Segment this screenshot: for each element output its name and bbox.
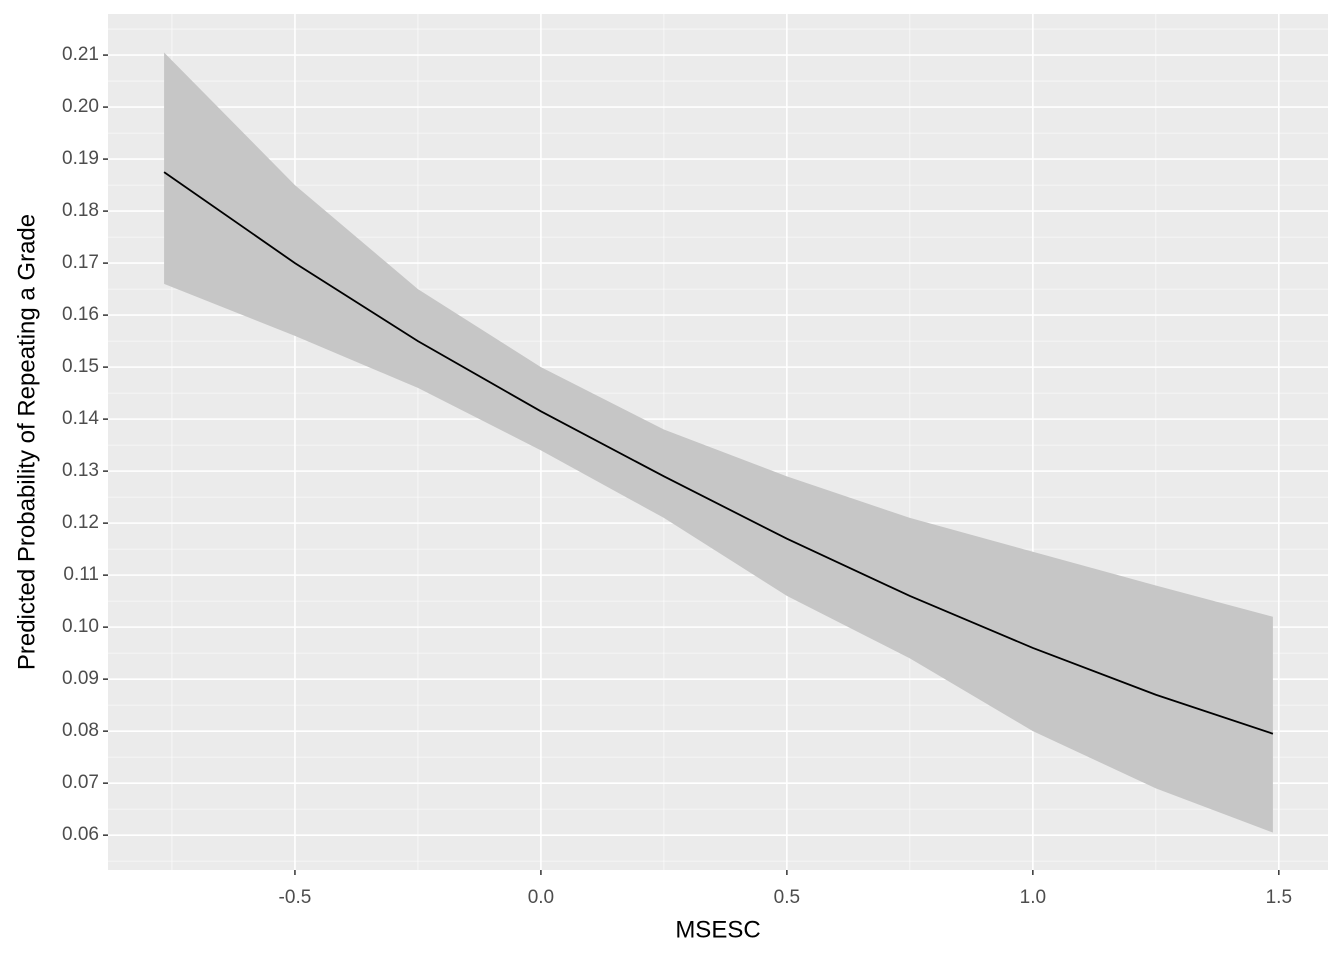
fit-line (163, 171, 1274, 735)
x-axis-title: MSESC (675, 916, 760, 943)
x-tick-label: 0.0 (528, 887, 554, 908)
confidence-band (164, 52, 1273, 833)
x-tick-label: 1.0 (1020, 887, 1046, 908)
y-tick-label: 0.11 (63, 564, 99, 585)
y-tick-label: 0.19 (62, 148, 99, 169)
y-tick-label: 0.21 (62, 44, 99, 65)
y-tick-label: 0.17 (62, 252, 99, 273)
y-tick-label: 0.08 (62, 720, 99, 741)
x-tick-label: 0.5 (774, 887, 800, 908)
y-tick-label: 0.12 (62, 512, 99, 533)
y-tick-label: 0.14 (62, 408, 99, 429)
y-tick-label: 0.18 (62, 200, 99, 221)
y-tick-label: 0.09 (62, 668, 99, 689)
y-tick-label: 0.15 (62, 356, 99, 377)
y-tick-label: 0.06 (62, 824, 99, 845)
y-tick-label: 0.07 (62, 772, 99, 793)
x-tick-label: 1.5 (1266, 887, 1292, 908)
x-tick-label: -0.5 (279, 887, 312, 908)
y-tick-label: 0.16 (62, 304, 99, 325)
y-tick-label: 0.20 (62, 96, 99, 117)
y-tick-label: 0.10 (62, 616, 99, 637)
y-tick-label: 0.13 (62, 460, 99, 481)
y-axis-title: Predicted Probability of Repeating a Gra… (13, 214, 40, 670)
